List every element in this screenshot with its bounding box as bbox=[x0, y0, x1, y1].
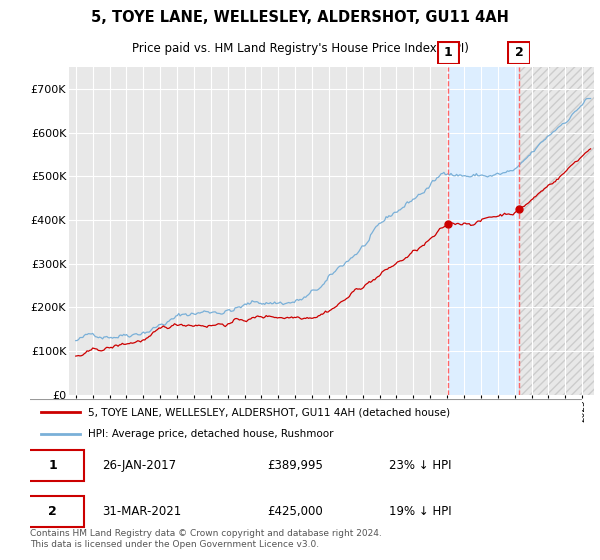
FancyBboxPatch shape bbox=[25, 399, 587, 446]
FancyBboxPatch shape bbox=[437, 41, 459, 64]
Text: £389,995: £389,995 bbox=[268, 459, 323, 473]
Text: 1: 1 bbox=[48, 459, 57, 473]
Text: 26-JAN-2017: 26-JAN-2017 bbox=[102, 459, 176, 473]
Text: 31-MAR-2021: 31-MAR-2021 bbox=[102, 505, 181, 518]
Text: 23% ↓ HPI: 23% ↓ HPI bbox=[389, 459, 451, 473]
Text: 2: 2 bbox=[515, 46, 523, 59]
Text: Price paid vs. HM Land Registry's House Price Index (HPI): Price paid vs. HM Land Registry's House … bbox=[131, 42, 469, 55]
Text: 19% ↓ HPI: 19% ↓ HPI bbox=[389, 505, 451, 518]
Text: Contains HM Land Registry data © Crown copyright and database right 2024.
This d: Contains HM Land Registry data © Crown c… bbox=[30, 529, 382, 549]
Text: 1: 1 bbox=[444, 46, 452, 59]
Text: HPI: Average price, detached house, Rushmoor: HPI: Average price, detached house, Rush… bbox=[88, 429, 334, 438]
Text: 2: 2 bbox=[48, 505, 57, 518]
FancyBboxPatch shape bbox=[22, 450, 83, 481]
FancyBboxPatch shape bbox=[508, 41, 530, 64]
FancyBboxPatch shape bbox=[22, 496, 83, 527]
Text: £425,000: £425,000 bbox=[268, 505, 323, 518]
Bar bbox=[519, 67, 594, 395]
Bar bbox=[519, 67, 594, 395]
Text: 5, TOYE LANE, WELLESLEY, ALDERSHOT, GU11 4AH (detached house): 5, TOYE LANE, WELLESLEY, ALDERSHOT, GU11… bbox=[88, 407, 450, 417]
Bar bbox=[448, 67, 519, 395]
Text: 5, TOYE LANE, WELLESLEY, ALDERSHOT, GU11 4AH: 5, TOYE LANE, WELLESLEY, ALDERSHOT, GU11… bbox=[91, 10, 509, 25]
